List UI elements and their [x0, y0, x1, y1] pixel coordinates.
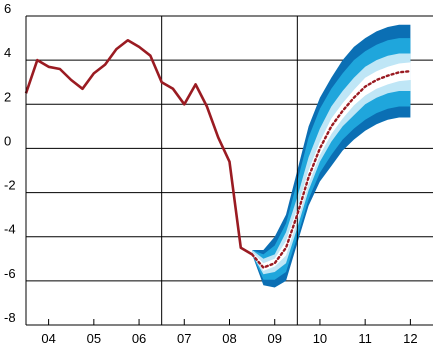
forecast-median-line [250, 70, 412, 269]
grid [26, 15, 433, 326]
axes [25, 16, 411, 325]
series-lines [24, 39, 412, 269]
y-tick-label-2: 2 [4, 89, 11, 104]
band-inner [252, 53, 411, 275]
x-tick-label-07: 07 [177, 331, 191, 345]
y-tick-label-1: 4 [4, 45, 11, 60]
y-tick-label-4: -2 [4, 178, 16, 193]
x-tick-label-06: 06 [132, 331, 146, 345]
x-tick-label-11: 11 [358, 331, 372, 345]
x-tick-label-08: 08 [222, 331, 236, 345]
x-tick-label-10: 10 [313, 331, 327, 345]
x-tick-label-09: 09 [267, 331, 281, 345]
y-tick-label-6: -6 [4, 266, 16, 281]
history-line [24, 39, 253, 256]
tick-labels: 6 4 2 0 -2 -4 -6 -8 04 05 06 07 08 09 10 11 12 [4, 1, 418, 345]
forecast-band [252, 24, 411, 288]
x-tick-label-04: 04 [41, 331, 55, 345]
y-tick-label-0: 6 [4, 1, 11, 16]
y-tick-label-3: 0 [4, 133, 11, 148]
y-tick-label-5: -4 [4, 222, 16, 237]
x-tick-label-12: 12 [403, 331, 417, 345]
x-tick-label-05: 05 [87, 331, 101, 345]
period-divider-lines [161, 16, 298, 325]
y-tick-label-7: -8 [4, 310, 16, 325]
